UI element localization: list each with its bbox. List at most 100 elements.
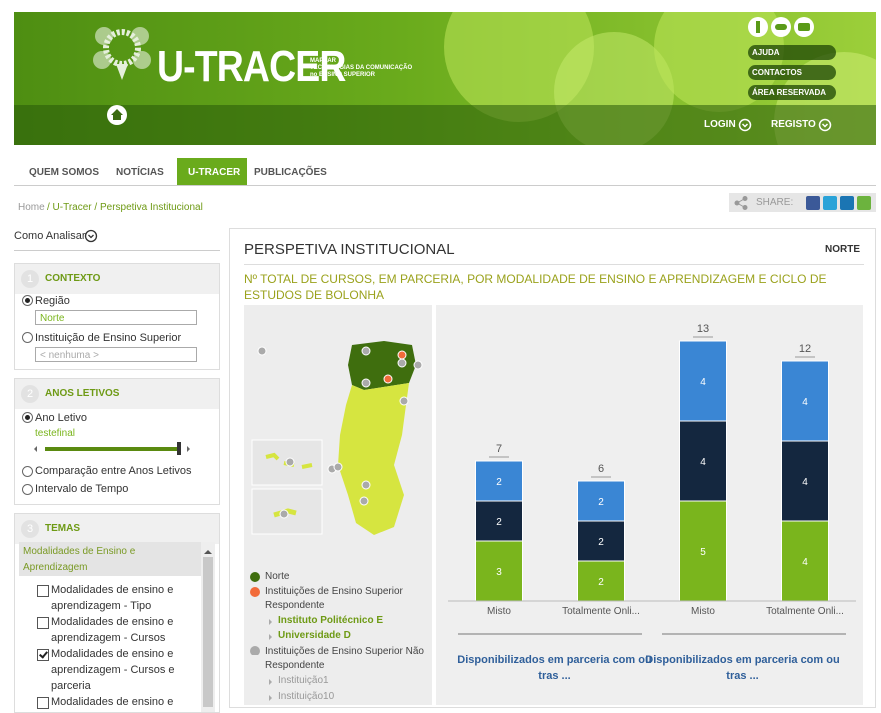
context-box: 1 CONTEXTO Região Norte Instituição de E… [14,263,220,370]
link-button[interactable]: CONTACTOS [748,65,836,80]
box-header [15,379,219,409]
nav-item[interactable]: U-TRACER [188,167,241,178]
radio[interactable] [22,412,33,423]
legend-item: Instituições de Ensino Superior Responde… [265,586,403,611]
tagline-line: TECNOLOGIAS DA COMUNICAÇÃO [310,65,413,71]
total-label: 12 [799,343,811,355]
legend-item: Instituições de Ensino Superior Não Resp… [265,646,424,671]
group-label[interactable]: Disponibilizados em parceria com ou tras… [457,654,652,682]
radio-label: Ano Letivo [35,412,87,424]
radio-label: Comparação entre Anos Letivos [35,465,192,477]
step-number: 3 [21,520,39,538]
bar-segment [679,420,727,502]
slider-track [45,447,181,451]
login-icon [738,118,752,132]
legend-subitem[interactable]: Instituição10 [268,691,335,702]
radio[interactable] [22,332,33,343]
share-twitter[interactable] [823,196,837,210]
link-button[interactable]: ÁREA RESERVADA [748,85,836,100]
segment-label: 2 [598,537,604,548]
radio[interactable] [22,295,33,306]
chart: 3 2 2 7 Misto 2 2 2 6 Totalmente Onli... 5 4 4 13 Mist… [448,323,856,635]
checkbox[interactable] [37,585,49,597]
sidebar-rule [14,250,220,251]
checkbox-label: Modalidades de ensino e aprendizagem - C… [51,648,175,692]
header-band [14,105,876,145]
nav-item[interactable]: PUBLICAÇÕES [254,167,327,178]
nav-item[interactable]: NOTÍCIAS [116,167,164,178]
share-bar [729,193,876,212]
year-value: testefinal [35,428,76,439]
legend-subitem[interactable]: Instituto Politécnico E [268,615,384,626]
share-facebook[interactable] [806,196,820,210]
share-linkedin[interactable] [840,196,854,210]
segment-label: 4 [700,377,706,388]
legend-subitem[interactable]: Instituição1 [269,675,329,686]
theme-group-bg [19,542,201,576]
select[interactable]: Norte [35,310,197,325]
step-number: 1 [21,270,39,288]
segment-label: 4 [802,477,808,488]
link-button[interactable]: AJUDA [748,45,836,60]
box-header [15,264,219,294]
radio-label: Intervalo de Tempo [35,483,129,495]
how-to-icon [84,229,98,243]
segment-label: 2 [496,517,502,528]
bar-segment [679,340,727,422]
share-other[interactable] [857,196,871,210]
select[interactable]: < nenhuma > [35,347,197,362]
checkbox[interactable] [37,617,49,629]
checkbox[interactable] [37,649,49,661]
total-label: 7 [496,443,502,455]
step-number: 2 [21,385,39,403]
bar-segment [475,460,523,502]
scroll-up[interactable] [204,546,212,554]
nav-rule [14,185,876,186]
segment-label: 3 [496,567,502,578]
region-other [338,383,409,535]
bar-segment [577,480,625,522]
theme-group[interactable]: Modalidades de Ensino e Aprendizagem [23,546,136,573]
themes-box: 3 TEMAS Modalidades de Ensino e Aprendiz… [14,513,220,713]
checkbox-label: Modalidades de ensino e aprendizagem - T… [51,584,174,612]
segment-label: 4 [802,557,808,568]
nav-item[interactable]: QUEM SOMOS [29,167,100,178]
nav-active [177,158,247,185]
years-box: 2 ANOS LETIVOS Ano Letivo testefinal Com… [14,378,220,505]
tagline-line: no ENSINO SUPERIOR [310,72,376,78]
total-label: 13 [697,323,709,335]
group-label[interactable]: Disponibilizados em parceria com ou tras… [645,654,840,682]
checkbox[interactable] [37,697,49,709]
bar-segment [475,540,523,602]
register-button[interactable]: REGISTO [771,119,816,130]
home-icon[interactable] [106,104,128,126]
tagline-line: MAPEAR [310,58,337,64]
slider-left[interactable] [31,446,37,452]
box-title: ANOS LETIVOS [45,388,120,399]
box-header [15,514,219,544]
how-to-link[interactable]: Como Analisar [14,230,86,242]
radio-label: Região [35,295,70,307]
breadcrumb-home[interactable]: Home [18,202,45,213]
tagline: MAPEAR TECNOLOGIAS DA COMUNICAÇÃO no ENS… [310,58,412,79]
panel-region: NORTE [825,244,860,255]
radio-label: Instituição de Ensino Superior [35,332,182,344]
slider-right[interactable] [187,446,193,452]
radio[interactable] [22,466,33,477]
login-button[interactable]: LOGIN [704,119,736,130]
x-tick-label: Totalmente Onli... [766,606,844,617]
legend-dots [250,572,260,655]
scroll-thumb[interactable] [203,557,213,707]
bar-segment [781,360,829,442]
radio[interactable] [22,484,33,495]
register-icon [818,118,832,132]
checkbox-label: Modalidades de ensino e aprendizagem - C… [51,616,174,644]
segment-label: 4 [802,397,808,408]
logo-text: U-TRACER [157,42,346,91]
segment-label: 4 [700,457,706,468]
slider-handle[interactable] [177,442,181,455]
share-label: SHARE: [756,197,794,208]
legend-subitem[interactable]: Universidade D [269,630,351,641]
segment-label: 5 [700,547,706,558]
